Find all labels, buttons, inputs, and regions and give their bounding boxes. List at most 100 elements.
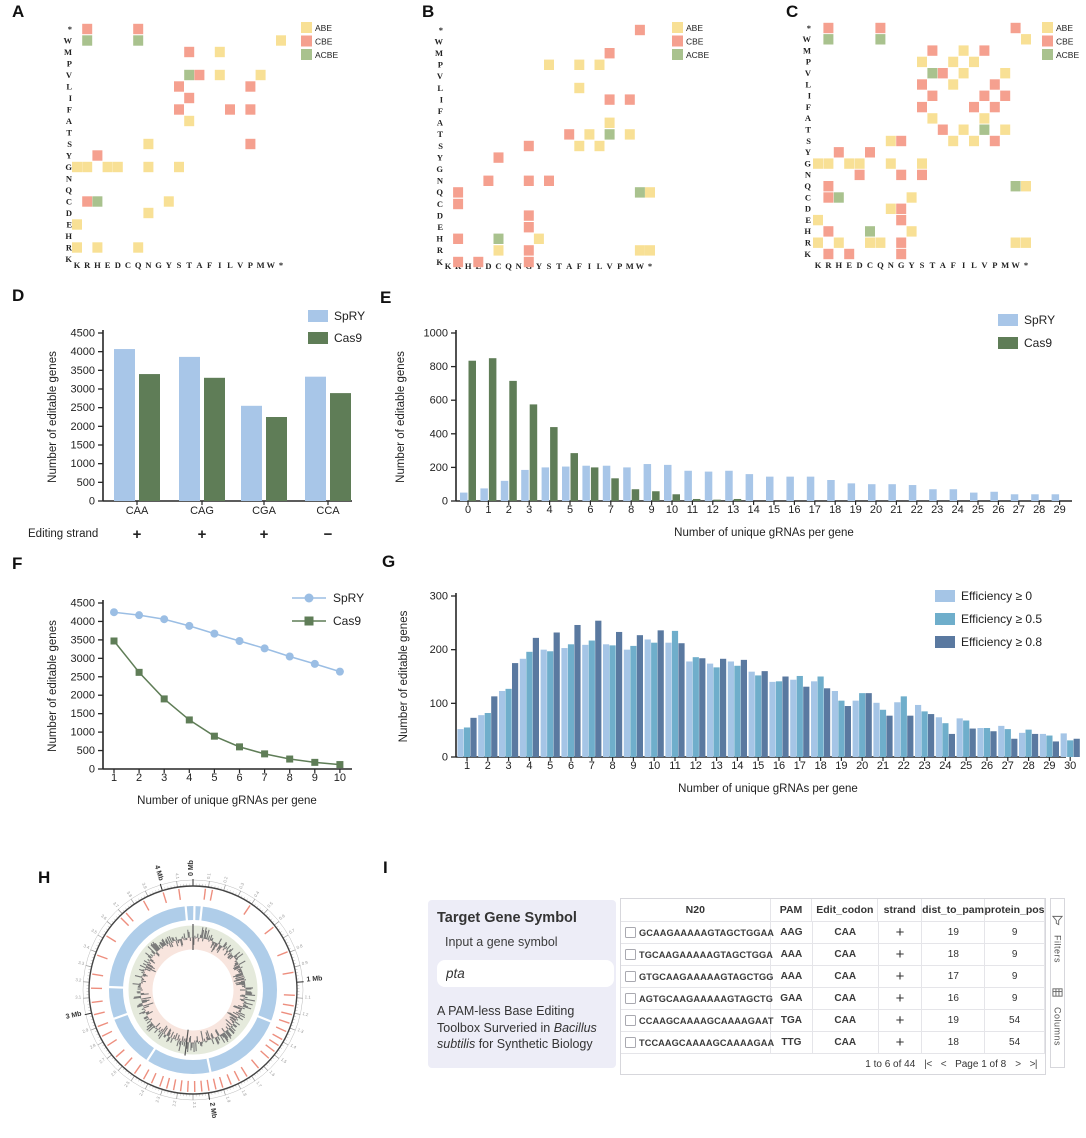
bar-SpRY	[827, 480, 835, 501]
circos-histogram-bar	[210, 1033, 215, 1039]
heatmap-row-letter: P	[67, 58, 72, 68]
x-tick-label: 18	[829, 504, 841, 516]
bar-Cas9	[529, 404, 538, 501]
circos-red-tick	[265, 1044, 275, 1052]
row-checkbox[interactable]	[625, 971, 636, 982]
bar-SpRY	[179, 356, 200, 501]
circos-histogram-bar	[243, 1004, 249, 1008]
heatmap-row-letter: L	[66, 81, 72, 91]
x-tick-label: 16	[788, 504, 800, 516]
heatmap-cell	[1021, 181, 1031, 192]
circos-red-tick	[282, 1003, 294, 1007]
heatmap-cell	[634, 187, 645, 198]
filters-button[interactable]: Filters	[1052, 935, 1063, 963]
heatmap-cell	[875, 237, 886, 248]
columns-grid-icon[interactable]	[1052, 985, 1063, 1003]
last-page-button[interactable]: >|	[1029, 1058, 1038, 1070]
row-checkbox[interactable]	[625, 1037, 636, 1048]
x-tick-label: 4	[547, 504, 553, 516]
bar-SpRY	[582, 465, 590, 501]
heatmap-cell	[133, 23, 144, 35]
circos-tick	[90, 949, 97, 953]
heatmap-cell	[823, 226, 834, 237]
heatmap-cell	[958, 45, 969, 56]
heatmap-cell	[896, 214, 907, 226]
heatmap-row-letter: R	[437, 245, 444, 255]
circos-histogram-bar	[225, 1019, 233, 1026]
circos-histogram-bar	[206, 1030, 211, 1040]
columns-button[interactable]: Columns	[1052, 1007, 1063, 1047]
heatmap-row-letter: T	[805, 125, 811, 135]
circos-ring-gap	[184, 905, 189, 922]
first-page-button[interactable]: |<	[924, 1058, 932, 1070]
bar-series-2	[720, 658, 727, 757]
bar-SpRY	[241, 405, 262, 501]
bar-series-1	[838, 700, 845, 757]
heatmap-row-letter: N	[437, 176, 444, 186]
circos-red-tick	[203, 888, 207, 900]
next-page-button[interactable]: >	[1015, 1058, 1021, 1070]
circos-histogram-bar	[145, 952, 152, 959]
legend-swatch	[1042, 49, 1053, 60]
x-tick-label: 3	[506, 760, 512, 772]
bar-SpRY	[970, 492, 978, 501]
circos-histogram-bar	[217, 1036, 221, 1041]
gene-symbol-input[interactable]	[437, 960, 614, 987]
row-checkbox[interactable]	[625, 949, 636, 960]
circos-histogram-bar	[145, 1010, 150, 1014]
y-tick-label: 1500	[71, 440, 95, 452]
y-tick-label: 2000	[71, 421, 95, 433]
editing-strand-sign: +	[133, 526, 142, 543]
row-checkbox[interactable]	[625, 927, 636, 938]
circos-histogram-bar	[196, 1036, 199, 1043]
x-axis-title: Number of unique gRNAs per gene	[137, 795, 317, 807]
circos-histogram-bar	[223, 943, 228, 948]
heatmap-cell	[958, 68, 969, 79]
circos-mb-label: 3.7	[112, 901, 120, 909]
protein-pos-cell: 9	[985, 966, 1045, 987]
heatmap-col-letter: N	[516, 261, 523, 271]
circos-histogram-bar	[177, 1034, 180, 1041]
heatmap-cell	[594, 140, 605, 152]
heatmap-col-letter: A	[940, 260, 947, 270]
heatmap-cell	[194, 69, 205, 81]
heatmap-cell	[624, 129, 635, 140]
heatmap-cell	[276, 35, 286, 46]
heatmap-cell	[958, 124, 969, 135]
bar-SpRY	[114, 349, 135, 501]
circos-tick	[117, 1065, 123, 1071]
heatmap-cell	[92, 150, 103, 161]
heatmap-cell	[523, 175, 534, 186]
heatmap-cell	[143, 138, 154, 150]
circos-red-tick	[277, 951, 288, 957]
legend-label: ABE	[1056, 23, 1073, 33]
heatmap-col-letter: E	[105, 260, 111, 270]
legend-label: SpRY	[333, 591, 364, 605]
grna-results-table: N20 PAM Edit_codon strand dist_to_pam protein…	[620, 898, 1046, 1075]
circos-mb-label: 3.9	[141, 882, 148, 890]
x-tick-label: 10	[666, 504, 678, 516]
heatmap-cell	[917, 56, 927, 68]
row-checkbox[interactable]	[625, 1015, 636, 1026]
heatmap-row-letter: V	[66, 70, 73, 80]
legend-marker	[304, 593, 314, 603]
strand-cell: +	[879, 1010, 923, 1031]
filter-funnel-icon[interactable]	[1051, 913, 1064, 931]
circos-histogram-bar	[172, 937, 175, 942]
legend-swatch	[301, 49, 312, 60]
heatmap-cell	[1010, 22, 1021, 34]
heatmap-cell	[523, 140, 534, 152]
legend-label: Cas9	[334, 331, 362, 345]
circos-histogram-bar	[147, 958, 150, 962]
row-checkbox[interactable]	[625, 993, 636, 1004]
circos-histogram-bar	[234, 1021, 240, 1026]
y-tick-label: 500	[77, 745, 95, 757]
prev-page-button[interactable]: <	[940, 1058, 947, 1070]
circos-red-tick	[233, 1070, 240, 1082]
heatmap-col-letter: S	[547, 261, 552, 271]
heatmap-cell	[896, 169, 907, 181]
heatmap-col-letter: C	[125, 260, 131, 270]
y-tick-label: 4000	[71, 346, 95, 358]
circos-histogram-bar	[231, 1025, 233, 1028]
heatmap-col-letter: T	[930, 260, 936, 270]
